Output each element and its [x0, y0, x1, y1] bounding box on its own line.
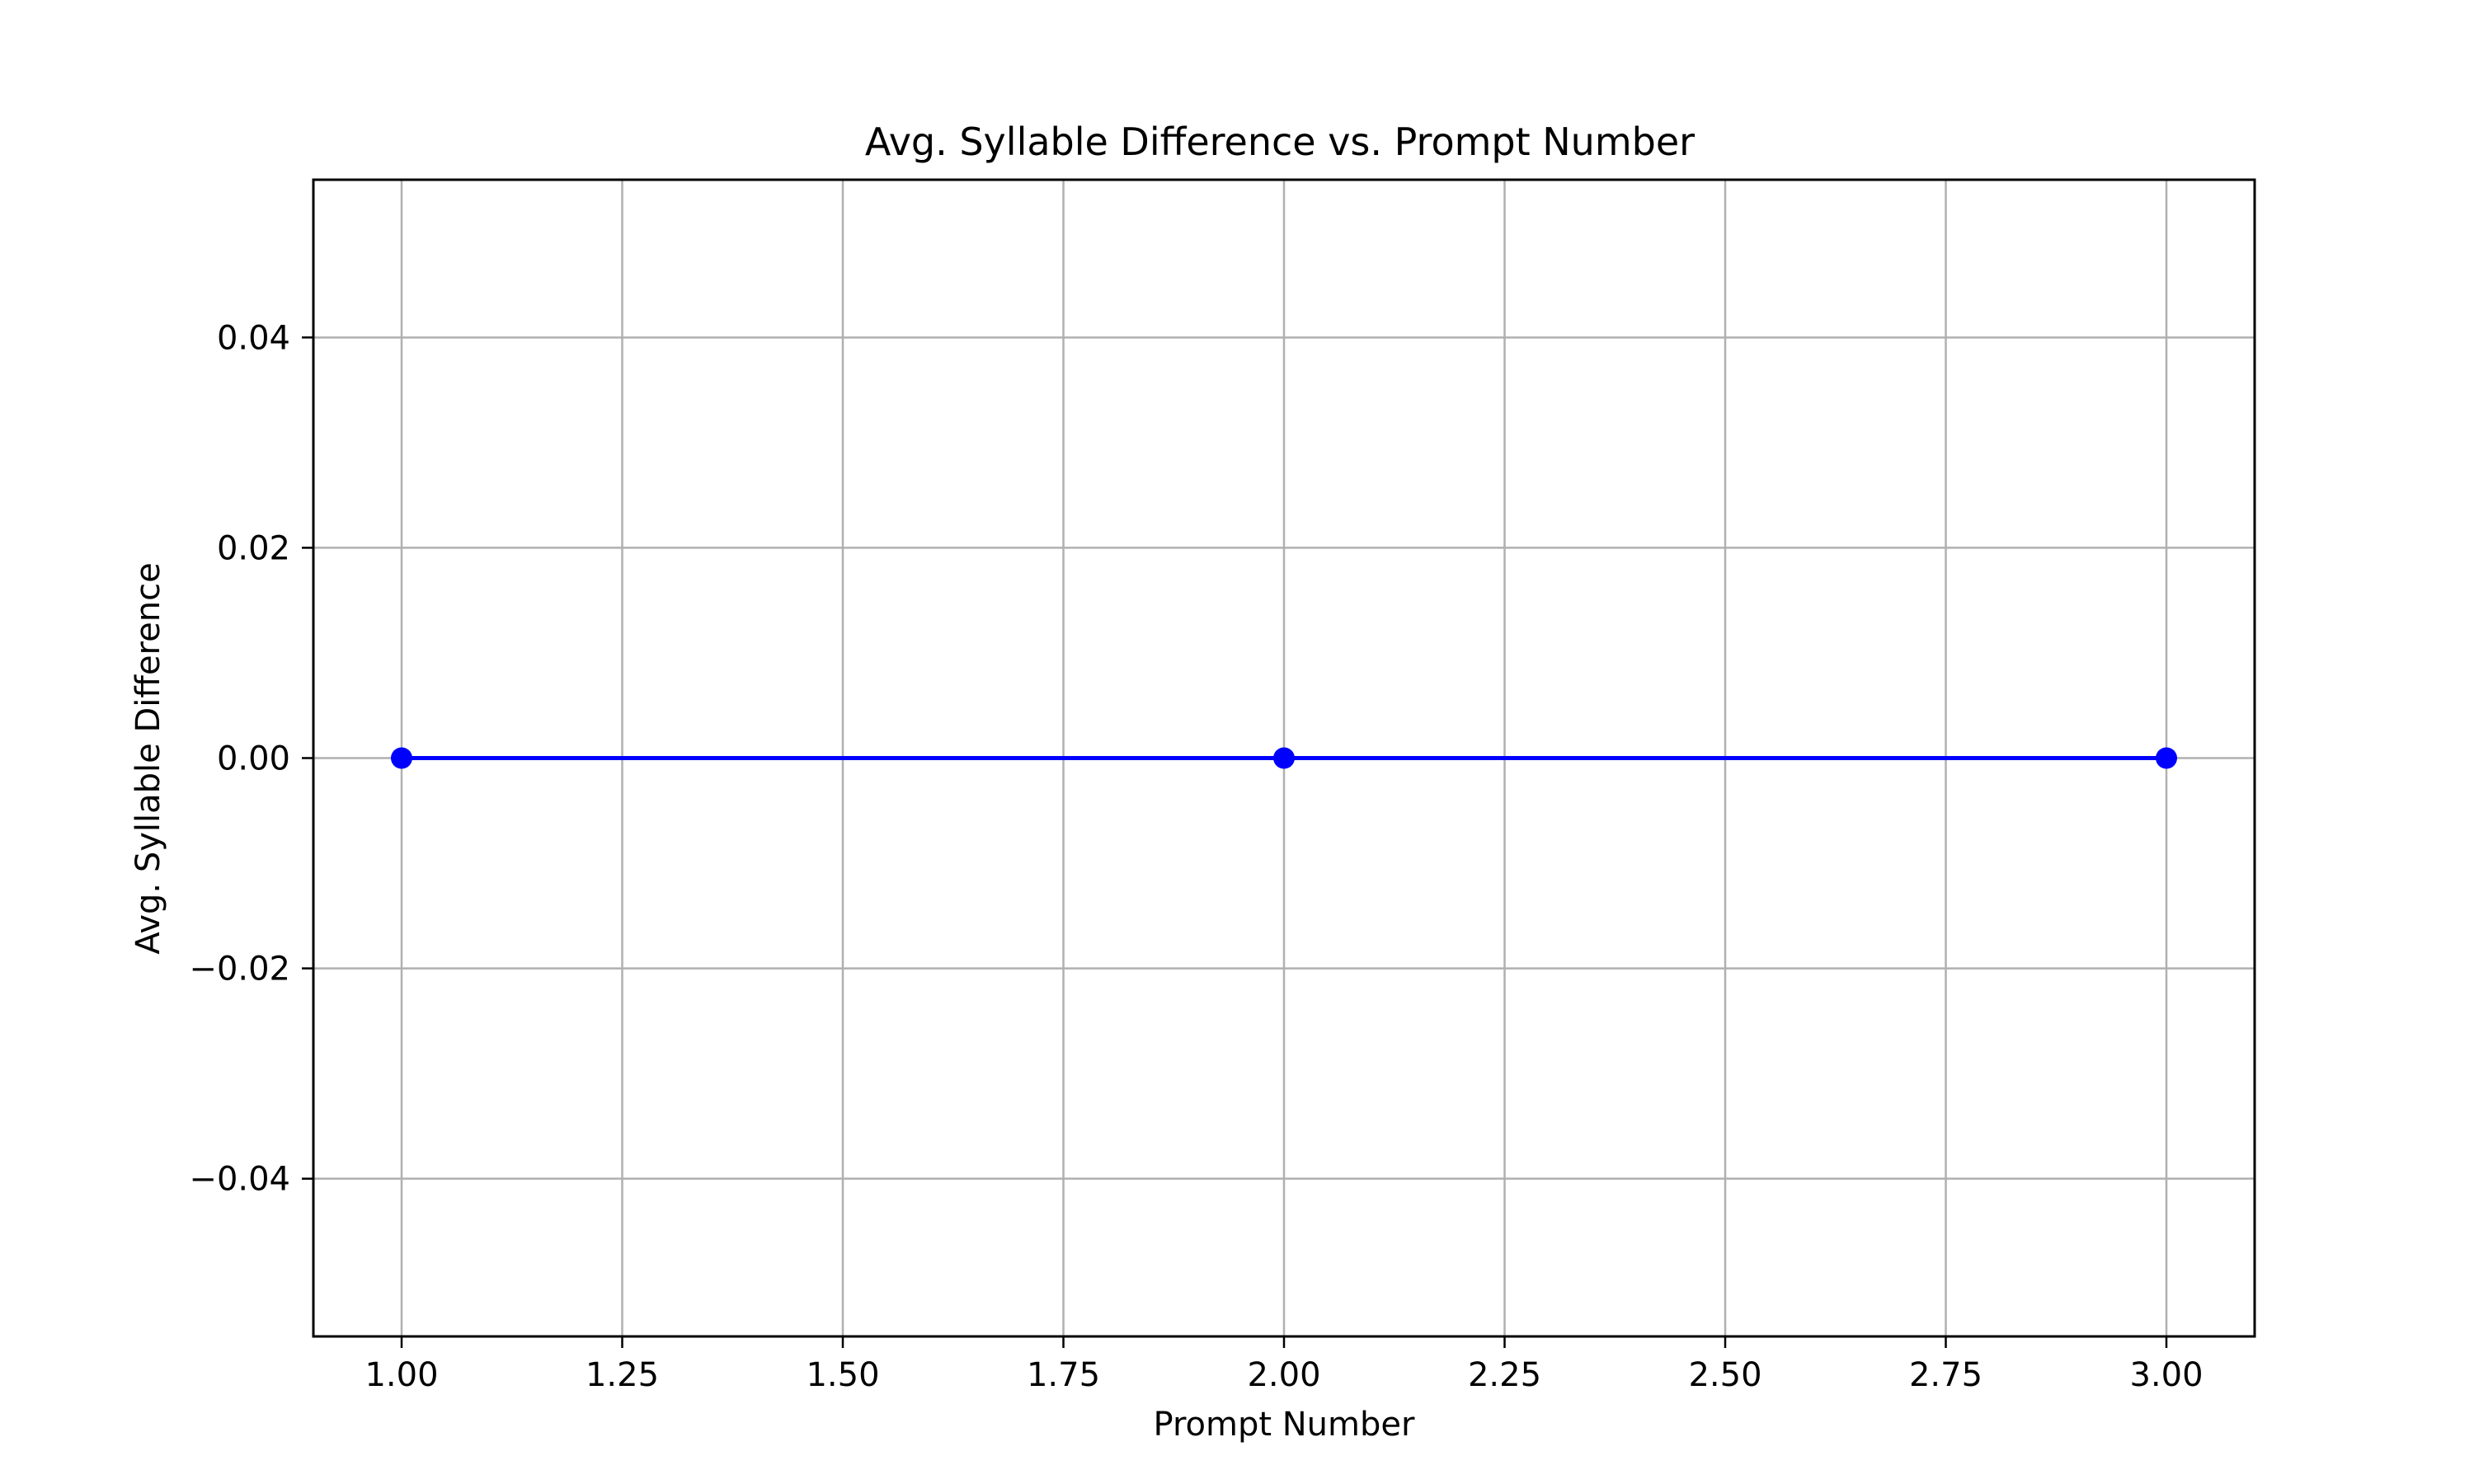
chart-title: Avg. Syllable Difference vs. Prompt Numb…	[865, 120, 1695, 164]
y-tick-label: 0.00	[217, 740, 290, 778]
data-point	[1273, 747, 1295, 769]
x-axis-ticks: 1.00 1.25 1.50 1.75 2.00 2.25 2.50 2.75 3.00	[365, 1336, 2204, 1394]
data-point	[391, 747, 412, 769]
y-tick-label: 0.04	[217, 319, 290, 357]
data-point	[2156, 747, 2177, 769]
x-tick-label: 1.75	[1027, 1356, 1100, 1394]
y-tick-label: −0.02	[189, 951, 290, 989]
series-layer	[391, 747, 2177, 769]
x-tick-label: 2.00	[1247, 1356, 1320, 1394]
x-tick-label: 1.00	[365, 1356, 438, 1394]
x-tick-label: 2.50	[1688, 1356, 1761, 1394]
x-tick-label: 2.75	[1909, 1356, 1982, 1394]
y-tick-label: 0.02	[217, 529, 290, 567]
x-axis-label: Prompt Number	[1154, 1406, 1415, 1444]
x-tick-label: 1.25	[586, 1356, 659, 1394]
x-tick-label: 1.50	[806, 1356, 879, 1394]
y-tick-label: −0.04	[189, 1161, 290, 1199]
x-tick-label: 3.00	[2129, 1356, 2203, 1394]
x-tick-label: 2.25	[1468, 1356, 1541, 1394]
y-axis-ticks: −0.04 −0.02 0.00 0.02 0.04	[189, 319, 313, 1199]
y-axis-label: Avg. Syllable Difference	[129, 562, 167, 954]
